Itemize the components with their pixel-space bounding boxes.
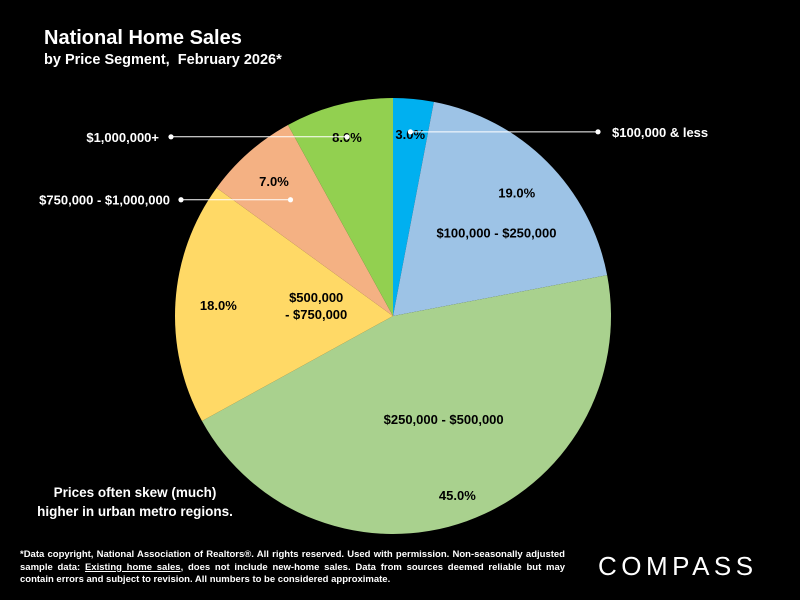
category-label-500-000-750-000: $500,000- $750,000 (285, 290, 347, 322)
footnote: *Data copyright, National Association of… (20, 549, 565, 587)
leader-dot-750-000-1-000-000 (287, 197, 294, 203)
skew-note-line-2: higher in urban metro regions. (37, 504, 233, 519)
skew-note: Prices often skew (much) higher in urban… (20, 483, 250, 521)
footnote-text-2: , does not include new-home sales. Data … (20, 561, 566, 586)
pie-slice-1-000-000 (287, 98, 393, 316)
outside-label-1-000-000: $1,000,000+ (86, 130, 159, 145)
footnote-text-1: *Data copyright, National Association of… (20, 549, 565, 573)
category-label-250-000-500-000: $250,000 - $500,000 (384, 412, 504, 427)
footnote-underlined: Existing home sales (84, 561, 181, 573)
chart-subtitle: by Price Segment, February 2026* (44, 52, 282, 68)
pie-slice-100-000-less (393, 98, 434, 316)
leader-end-dot-1-000-000 (168, 134, 174, 140)
pie-slice-250-000-500-000 (201, 275, 611, 534)
value-label-750-000-1-000-000: 7.0% (259, 174, 289, 189)
compass-logo: COMPASS (598, 551, 758, 581)
leader-end-dot-750-000-1-000-000 (178, 197, 184, 203)
value-label-100-000-250-000: 19.0% (498, 185, 535, 200)
leader-end-dot-100-000-less (595, 129, 601, 135)
value-label-250-000-500-000: 45.0% (439, 488, 476, 503)
outside-label-100-000-less: $100,000 & less (612, 125, 708, 140)
pie-slice-100-000-250-000 (393, 101, 608, 316)
skew-note-line-1: Prices often skew (much) (53, 485, 217, 500)
chart-title: National Home Sales (44, 27, 242, 49)
category-label-100-000-250-000: $100,000 - $250,000 (436, 226, 556, 241)
outside-label-750-000-1-000-000: $750,000 - $1,000,000 (39, 193, 170, 208)
leader-dot-1-000-000 (344, 134, 350, 140)
value-label-500-000-750-000: 18.0% (200, 298, 237, 313)
leader-dot-100-000-less (407, 129, 414, 135)
pie-slice-500-000-750-000 (175, 187, 393, 422)
pie-slice-750-000-1-000-000 (216, 124, 393, 316)
